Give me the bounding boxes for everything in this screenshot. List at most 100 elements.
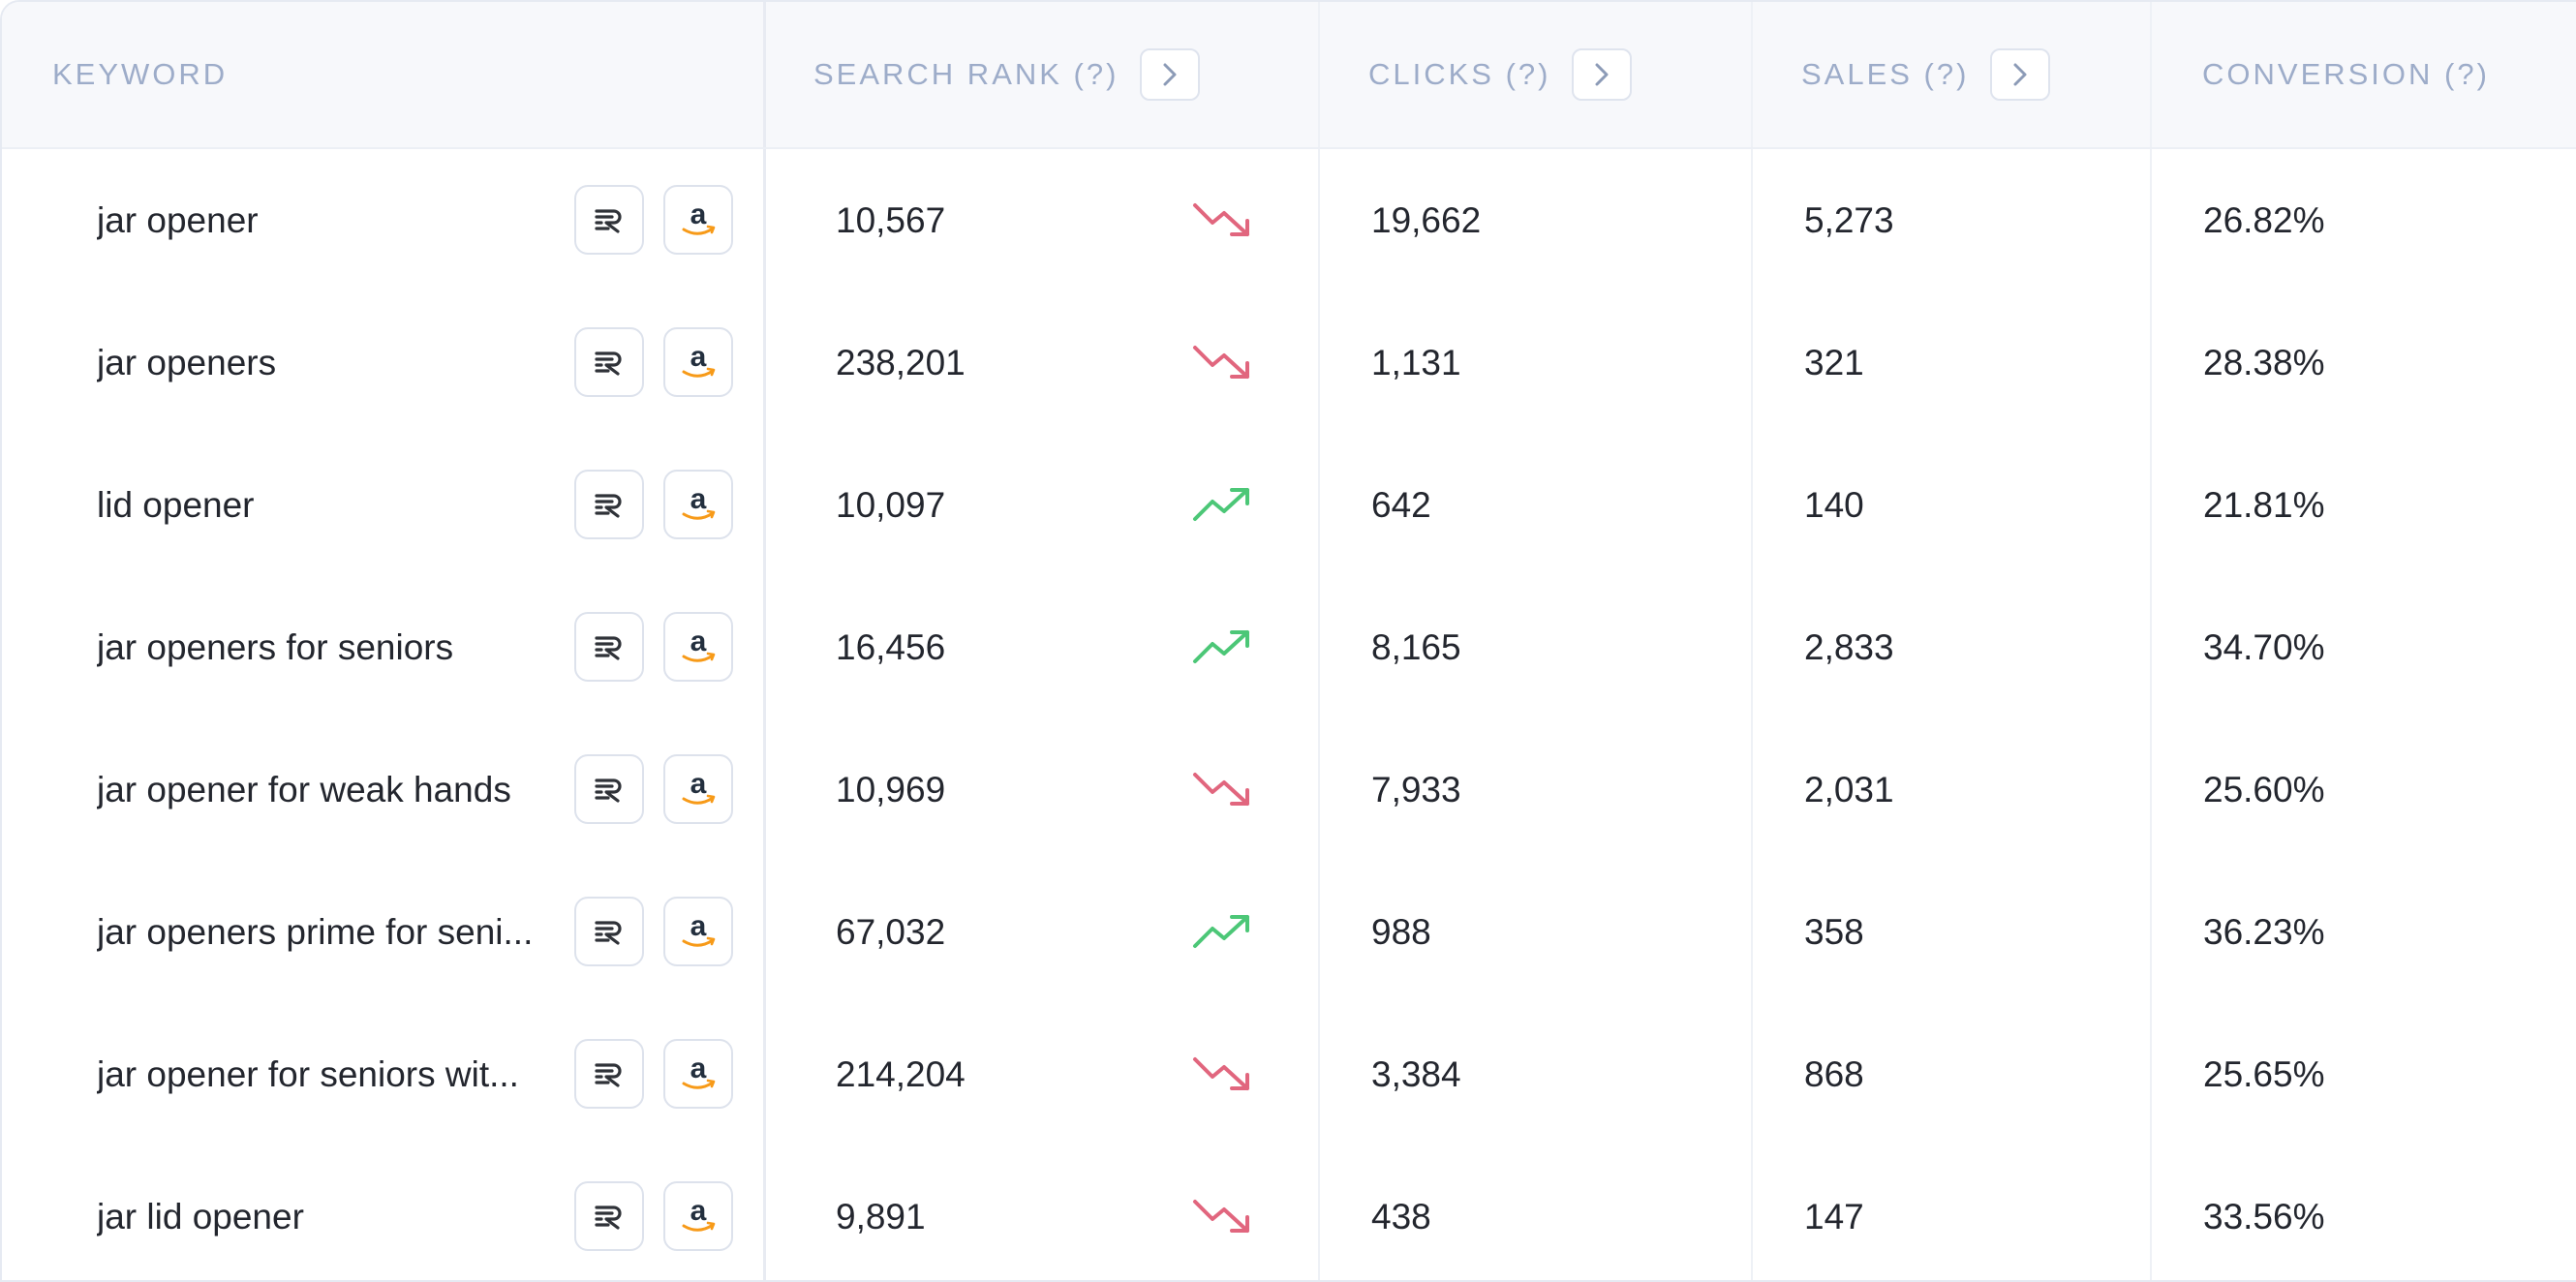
- clicks-value: 7,933: [1371, 769, 1461, 809]
- amazon-button[interactable]: a: [663, 1039, 733, 1109]
- search-rank-cell: 10,969: [836, 718, 945, 861]
- trend-arrowhead: [1230, 361, 1249, 379]
- search-rank-value: 9,891: [836, 1196, 926, 1236]
- clicks-value: 988: [1371, 911, 1431, 952]
- svg-text:a: a: [690, 198, 707, 230]
- sales-value: 5,273: [1804, 199, 1894, 240]
- column-divider: [1751, 149, 1753, 291]
- amazon-button[interactable]: a: [663, 185, 733, 255]
- trend-down-icon: [1193, 346, 1249, 379]
- sales-expand-button[interactable]: [1990, 48, 2051, 101]
- table-row[interactable]: lid opener a 10,097 642 140: [2, 434, 2576, 578]
- sr-logo-icon: [595, 636, 622, 660]
- column-divider: [2150, 1003, 2152, 1145]
- keyword-tool-button[interactable]: [574, 612, 644, 682]
- search-rank-expand-button[interactable]: [1140, 48, 1201, 101]
- table-row[interactable]: jar openers prime for seni... a 67,032 9…: [2, 861, 2576, 1005]
- clicks-cell: 8,165: [1371, 576, 1461, 718]
- clicks-cell: 7,933: [1371, 718, 1461, 861]
- clicks-cell: 3,384: [1371, 1003, 1461, 1145]
- clicks-cell: 1,131: [1371, 291, 1461, 434]
- sr-logo-icon: [595, 494, 622, 518]
- keyword-tool-button[interactable]: [574, 470, 644, 539]
- column-divider: [1318, 718, 1320, 861]
- search-rank-cell: 67,032: [836, 861, 945, 1003]
- table-row[interactable]: jar opener for seniors wit... a 214,204 …: [2, 1003, 2576, 1147]
- amazon-button[interactable]: a: [663, 1181, 733, 1251]
- conversion-cell: 25.60%: [2203, 718, 2325, 861]
- column-divider: [2150, 2, 2152, 147]
- trend-arrowhead: [1230, 1073, 1249, 1090]
- sales-cell: 147: [1804, 1145, 1864, 1280]
- keyword-tool-button[interactable]: [574, 754, 644, 824]
- sr-logo-icon: [595, 778, 622, 803]
- column-divider: [763, 1145, 766, 1280]
- column-divider: [2150, 576, 2152, 718]
- keyword-tool-button[interactable]: [574, 327, 644, 397]
- column-divider: [1318, 2, 1320, 147]
- amazon-button[interactable]: a: [663, 327, 733, 397]
- amazon-button[interactable]: a: [663, 897, 733, 966]
- amazon-button[interactable]: a: [663, 470, 733, 539]
- svg-text:a: a: [690, 483, 707, 515]
- svg-text:a: a: [690, 1195, 707, 1227]
- search-rank-cell: 16,456: [836, 576, 945, 718]
- column-divider: [1751, 434, 1753, 576]
- col-header-clicks: CLICKS (?): [1368, 2, 1633, 147]
- amazon-button[interactable]: a: [663, 754, 733, 824]
- table-row[interactable]: jar openers a 238,201 1,131 321: [2, 291, 2576, 436]
- table-row[interactable]: jar openers for seniors a 16,456 8,165: [2, 576, 2576, 720]
- sr-logo-icon: [595, 351, 622, 376]
- trend-up-icon: [1193, 488, 1249, 521]
- clicks-value: 1,131: [1371, 342, 1461, 382]
- conversion-cell: 25.65%: [2203, 1003, 2325, 1145]
- keyword-cell: jar lid opener: [97, 1145, 542, 1280]
- keyword-cell: jar opener for weak hands: [97, 718, 542, 861]
- amazon-button[interactable]: a: [663, 612, 733, 682]
- conversion-cell: 36.23%: [2203, 861, 2325, 1003]
- amazon-logo-icon: a: [682, 1195, 716, 1232]
- svg-text:a: a: [690, 910, 707, 942]
- search-rank-value: 67,032: [836, 911, 946, 952]
- trend-line: [1193, 630, 1249, 663]
- trend-up-icon: [1193, 630, 1249, 663]
- table-row[interactable]: jar lid opener a 9,891 438 147: [2, 1145, 2576, 1280]
- column-divider: [763, 149, 766, 291]
- column-divider: [2150, 291, 2152, 434]
- table-row[interactable]: jar opener for weak hands a 10,969 7,933: [2, 718, 2576, 863]
- keyword-tool-button[interactable]: [574, 185, 644, 255]
- column-divider: [1318, 1145, 1320, 1280]
- keyword-cell: jar openers: [97, 291, 542, 434]
- sales-cell: 868: [1804, 1003, 1864, 1145]
- keyword-tool-button[interactable]: [574, 897, 644, 966]
- conversion-value: 33.56%: [2203, 1196, 2325, 1236]
- column-divider: [763, 1003, 766, 1145]
- clicks-value: 438: [1371, 1196, 1431, 1236]
- keyword-tool-button[interactable]: [574, 1181, 644, 1251]
- trend-arrowhead: [1230, 788, 1249, 806]
- sales-cell: 2,833: [1804, 576, 1894, 718]
- column-divider: [1751, 1145, 1753, 1280]
- conversion-value: 21.81%: [2203, 484, 2325, 525]
- amazon-logo-icon: a: [682, 1053, 716, 1089]
- search-rank-value: 16,456: [836, 626, 946, 667]
- trend-arrowhead: [1230, 630, 1249, 648]
- col-header-search-rank: SEARCH RANK (?): [813, 2, 1201, 147]
- keyword-cell: jar openers prime for seni...: [97, 861, 542, 1003]
- sales-cell: 358: [1804, 861, 1864, 1003]
- amazon-logo-icon: a: [682, 626, 716, 662]
- trend-arrowhead: [1230, 488, 1249, 505]
- column-divider: [1751, 2, 1753, 147]
- column-divider: [1751, 1003, 1753, 1145]
- column-divider: [1751, 291, 1753, 434]
- keyword-tool-button[interactable]: [574, 1039, 644, 1109]
- col-header-keyword: KEYWORD: [52, 2, 228, 147]
- table-row[interactable]: jar opener a 10,567 19,662 5,27: [2, 149, 2576, 293]
- column-divider: [1318, 434, 1320, 576]
- clicks-expand-button[interactable]: [1572, 48, 1633, 101]
- search-rank-cell: 238,201: [836, 291, 966, 434]
- col-header-conversion: CONVERSION (?): [2202, 2, 2490, 147]
- search-rank-cell: 10,097: [836, 434, 945, 576]
- keyword-text: lid opener: [97, 484, 255, 525]
- amazon-logo-icon: a: [682, 483, 716, 520]
